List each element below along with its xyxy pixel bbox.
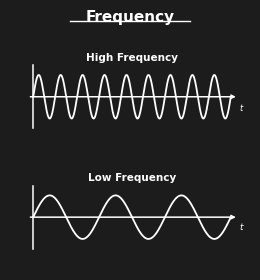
Text: Frequency: Frequency (86, 10, 174, 25)
Text: t: t (239, 223, 243, 232)
Text: High Frequency: High Frequency (86, 53, 178, 63)
Text: t: t (239, 104, 243, 113)
Text: Low Frequency: Low Frequency (88, 173, 176, 183)
